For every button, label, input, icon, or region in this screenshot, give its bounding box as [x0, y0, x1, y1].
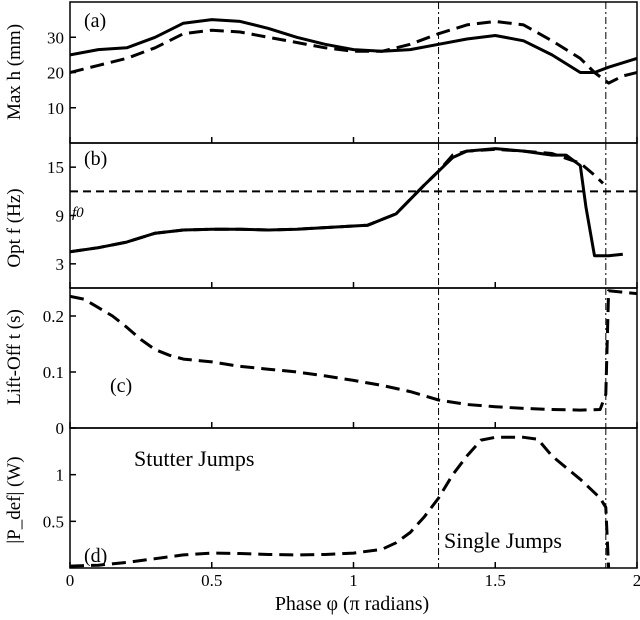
- panel-label-c: (c): [110, 375, 132, 397]
- panel-label-b: (b): [84, 148, 107, 170]
- ylabel-a: Max h (mm): [4, 24, 25, 120]
- ytick-label-d-1: 1: [56, 466, 65, 485]
- panel-a-plot: [70, 2, 637, 143]
- ytick-label-c-1: 0.1: [43, 363, 64, 382]
- panel-d: 0.51: [43, 427, 638, 569]
- annotation-single-jumps: Single Jumps: [444, 528, 562, 553]
- series-b-solid: [70, 147, 623, 258]
- ytick-label-c-2: 0.2: [43, 307, 64, 326]
- series-d-dashed: [70, 435, 611, 568]
- series-c-dashed: [70, 289, 637, 412]
- panel-d-plot: [70, 428, 611, 568]
- panel-label-a: (a): [84, 10, 106, 32]
- ylabel-b: Opt f (Hz): [4, 188, 25, 267]
- ylabel-d: |P_def| (W): [4, 456, 25, 543]
- f0-label: f0: [72, 205, 84, 221]
- annotation-stutter-jumps: Stutter Jumps: [134, 446, 254, 471]
- panel-a: 10 20 30: [47, 1, 638, 144]
- panel-b-plot: [70, 143, 637, 288]
- ytick-label-c-0: 0: [56, 419, 65, 438]
- panel-c-frame: [69, 287, 638, 429]
- ytick-label-a-2: 30: [47, 28, 64, 47]
- xtick-label-1: 0.5: [201, 571, 222, 590]
- panel-label-d: (d): [84, 545, 107, 567]
- xtick-label-0: 0: [66, 571, 75, 590]
- xtick-label-2: 1: [349, 571, 358, 590]
- series-a-dashed: [70, 19, 637, 85]
- xtick-label-3: 1.5: [485, 571, 506, 590]
- ylabel-c: Lift-Off t (s): [4, 309, 25, 405]
- x-axis-label: Phase φ (π radians): [275, 593, 429, 615]
- panel-c-plot: [70, 288, 637, 428]
- ytick-label-a-0: 10: [47, 99, 64, 118]
- xtick-label-4: 2: [633, 571, 640, 590]
- ytick-label-a-1: 20: [47, 64, 64, 83]
- panel-b-frame: [69, 142, 638, 289]
- x-tick-labels: 0 0.5 1 1.5 2: [66, 571, 640, 590]
- series-a-solid: [70, 18, 637, 74]
- series-b-dashed: [70, 147, 605, 254]
- panel-b: 3 9 15: [47, 142, 638, 289]
- ytick-label-b-0: 3: [56, 255, 65, 274]
- ytick-label-b-1: 9: [56, 207, 65, 226]
- ytick-label-d-0: 0.5: [43, 512, 64, 531]
- panel-c: 0 0.1 0.2: [43, 287, 638, 438]
- ytick-label-b-2: 15: [47, 158, 64, 177]
- panel-a-frame: [69, 1, 638, 144]
